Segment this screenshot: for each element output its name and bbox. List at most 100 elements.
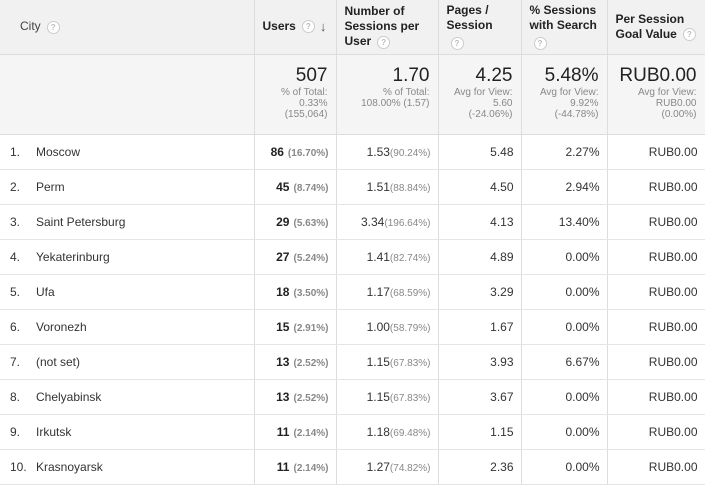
- table-row[interactable]: 4. Yekaterinburg 27 (5.24%) 1.41(82.74%) 4.89…: [0, 239, 705, 275]
- table-row[interactable]: 8. Chelyabinsk 13 (2.52%) 1.15(67.83%) 3.67 0.…: [0, 379, 705, 415]
- row-rank: 8.: [10, 389, 21, 404]
- table-row[interactable]: 7. (not set) 13 (2.52%) 1.15(67.83%) 3.93 6.67…: [0, 344, 705, 380]
- goal-value-cell: RUB0.00: [607, 239, 705, 275]
- sessions-per-user-percent: (67.83%): [389, 357, 431, 369]
- sessions-per-user-value: 1.15: [366, 354, 390, 369]
- sessions-per-user-cell: 1.00(58.79%): [336, 309, 439, 345]
- users-cell: 15 (2.91%): [253, 309, 337, 345]
- sessions-per-user-percent: (69.48%): [389, 427, 431, 439]
- total-sessions-search-label: Avg for View:: [539, 86, 599, 98]
- users-value: 11: [276, 424, 290, 439]
- users-percent: (2.52%): [293, 357, 329, 369]
- city-link[interactable]: Ufa: [36, 284, 55, 299]
- goal-value-cell: RUB0.00: [607, 274, 705, 310]
- sessions-per-user-percent: (90.24%): [389, 147, 431, 159]
- total-goal-value-value: RUB0.00: [619, 64, 697, 86]
- sessions-search-cell: 2.27%: [521, 134, 608, 170]
- row-rank: 9.: [10, 424, 21, 439]
- users-value: 13: [276, 389, 290, 404]
- city-column-header[interactable]: City?: [0, 0, 255, 55]
- sessions-per-user-value: 1.00: [366, 319, 390, 334]
- sessions-per-user-cell: 3.34(196.64%): [336, 204, 439, 240]
- total-goal-value-delta: (0.00%): [661, 108, 697, 120]
- sessions-per-user-value: 1.18: [366, 424, 390, 439]
- table-row[interactable]: 1. Moscow 86 (16.70%) 1.53(90.24%) 5.48 2.27% R…: [0, 134, 705, 170]
- help-icon[interactable]: ?: [533, 37, 547, 51]
- row-rank: 7.: [10, 354, 21, 369]
- total-sessions-per-user-label: % of Total:: [382, 86, 430, 98]
- help-icon[interactable]: ?: [301, 20, 315, 34]
- city-link[interactable]: (not set): [36, 354, 81, 369]
- totals-goal-value-cell: RUB0.00 Avg for View: RUB0.00 (0.00%): [607, 54, 705, 135]
- users-value: 18: [276, 284, 290, 299]
- users-percent: (2.14%): [293, 427, 329, 439]
- goal-value-cell: RUB0.00: [607, 344, 705, 380]
- users-cell: 13 (2.52%): [253, 379, 337, 415]
- users-cell: 29 (5.63%): [253, 204, 337, 240]
- row-rank: 3.: [10, 214, 21, 229]
- table-row[interactable]: 6. Voronezh 15 (2.91%) 1.00(58.79%) 1.67 0.00%…: [0, 309, 705, 345]
- city-link[interactable]: Irkutsk: [36, 424, 72, 439]
- table-row[interactable]: 3. Saint Petersburg 29 (5.63%) 3.34(196.64%)…: [0, 204, 705, 240]
- sessions-search-column-header[interactable]: % Sessions with Search?: [521, 0, 608, 55]
- users-percent: (16.70%): [287, 147, 329, 159]
- sessions-per-user-cell: 1.15(67.83%): [336, 344, 439, 380]
- table-row[interactable]: 9. Irkutsk 11 (2.14%) 1.18(69.48%) 1.15 0.00% R…: [0, 414, 705, 450]
- city-link[interactable]: Saint Petersburg: [36, 214, 126, 229]
- table-row[interactable]: 5. Ufa 18 (3.50%) 1.17(68.59%) 3.29 0.00% RUB0.…: [0, 274, 705, 310]
- users-percent: (5.63%): [293, 217, 329, 229]
- sessions-per-user-cell: 1.18(69.48%): [336, 414, 439, 450]
- users-cell: 27 (5.24%): [253, 239, 337, 275]
- totals-city-cell: [0, 54, 255, 135]
- total-sessions-search-delta: (-44.78%): [554, 108, 599, 120]
- users-cell: 11 (2.14%): [253, 414, 337, 450]
- goal-value-cell: RUB0.00: [607, 449, 705, 485]
- pages-session-header-label: Pages / Session: [446, 3, 493, 33]
- totals-sessions-search-cell: 5.48% Avg for View: 9.92% (-44.78%): [521, 54, 608, 135]
- users-value: 29: [276, 214, 290, 229]
- goal-value-column-header[interactable]: Per Session Goal Value?: [607, 0, 705, 55]
- sort-descending-icon[interactable]: ↓: [319, 19, 327, 35]
- city-link[interactable]: Chelyabinsk: [36, 389, 102, 404]
- city-cell: 5. Ufa: [0, 274, 255, 310]
- city-header-label: City: [20, 19, 41, 34]
- table-row[interactable]: 2. Perm 45 (8.74%) 1.51(88.84%) 4.50 2.94% RUB0…: [0, 169, 705, 205]
- city-cell: 7. (not set): [0, 344, 255, 380]
- pages-session-cell: 2.36: [438, 449, 522, 485]
- city-link[interactable]: Krasnoyarsk: [36, 459, 103, 474]
- help-icon[interactable]: ?: [377, 35, 391, 49]
- pages-session-column-header[interactable]: Pages / Session?: [438, 0, 522, 55]
- users-value: 86: [270, 144, 284, 159]
- total-goal-value-label: Avg for View:: [637, 86, 697, 98]
- sessions-search-cell: 6.67%: [521, 344, 608, 380]
- users-column-header[interactable]: Users? ↓: [253, 0, 337, 55]
- help-icon[interactable]: ?: [450, 37, 464, 51]
- sessions-per-user-header-label: Number of Sessions per User: [344, 4, 420, 49]
- row-rank: 5.: [10, 284, 21, 299]
- users-value: 27: [276, 249, 290, 264]
- help-icon[interactable]: ?: [682, 28, 696, 42]
- table-row[interactable]: 10. Krasnoyarsk 11 (2.14%) 1.27(74.82%) 2.36 0…: [0, 449, 705, 485]
- pages-session-cell: 1.67: [438, 309, 522, 345]
- sessions-per-user-value: 1.41: [366, 249, 390, 264]
- sessions-search-cell: 0.00%: [521, 379, 608, 415]
- total-users-label: % of Total:: [280, 86, 328, 98]
- users-percent: (8.74%): [293, 182, 329, 194]
- sessions-search-cell: 0.00%: [521, 414, 608, 450]
- row-rank: 1.: [10, 144, 21, 159]
- users-value: 13: [276, 354, 290, 369]
- users-cell: 86 (16.70%): [253, 134, 337, 170]
- sessions-per-user-column-header[interactable]: Number of Sessions per User?: [336, 0, 439, 55]
- sessions-per-user-cell: 1.53(90.24%): [336, 134, 439, 170]
- city-link[interactable]: Yekaterinburg: [36, 249, 110, 264]
- pages-session-cell: 4.50: [438, 169, 522, 205]
- help-icon[interactable]: ?: [46, 20, 60, 34]
- city-link[interactable]: Moscow: [36, 144, 81, 159]
- city-link[interactable]: Voronezh: [36, 319, 87, 334]
- total-users-total: (155,064): [284, 108, 328, 120]
- city-cell: 6. Voronezh: [0, 309, 255, 345]
- city-link[interactable]: Perm: [36, 179, 65, 194]
- row-rank: 2.: [10, 179, 21, 194]
- sessions-per-user-cell: 1.17(68.59%): [336, 274, 439, 310]
